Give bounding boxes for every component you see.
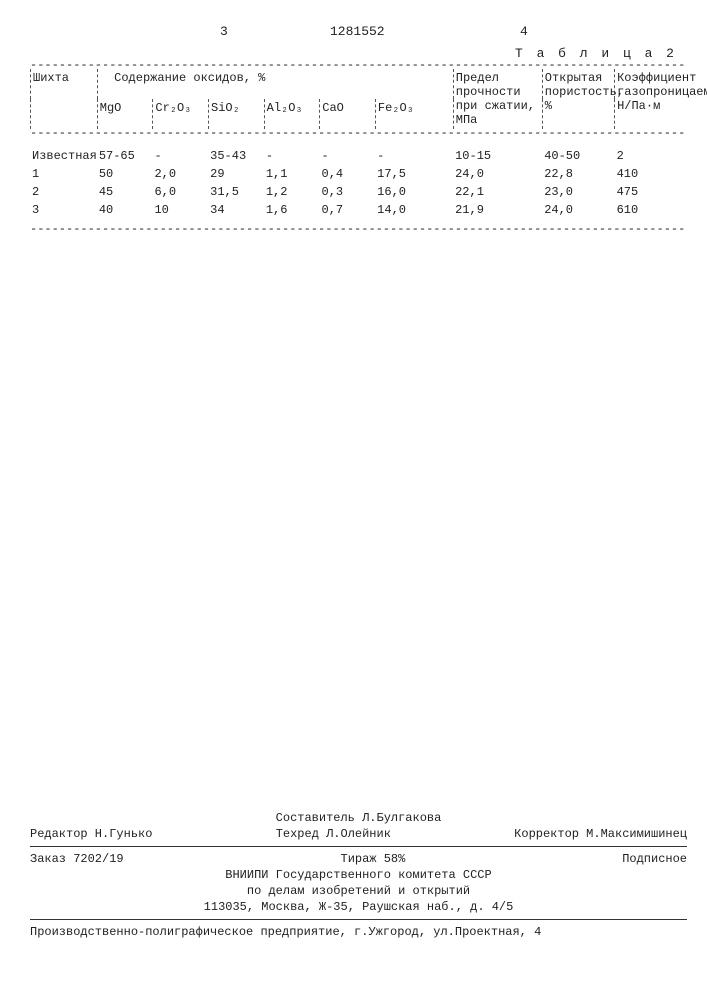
cell: 0,3: [320, 183, 376, 201]
row-label: Известная: [30, 147, 97, 165]
cell: 22,8: [542, 165, 614, 183]
cell: 22,1: [453, 183, 542, 201]
cell: 1,1: [264, 165, 320, 183]
cell: 50: [97, 165, 153, 183]
editor: Редактор Н.Гунько: [30, 826, 152, 842]
oxides-group-label: Содержание оксидов, %: [114, 71, 265, 85]
cell: 29: [208, 165, 264, 183]
col-strength: Предел прочности при сжатии, МПа: [453, 69, 542, 129]
page-num-right: 4: [520, 24, 528, 39]
col-al2o3: Al₂O₃: [264, 99, 320, 129]
cell: 10-15: [453, 147, 542, 165]
corrector: Корректор М.Максимишинец: [514, 826, 687, 842]
cell: 23,0: [542, 183, 614, 201]
col-fe2o3: Fe₂O₃: [375, 99, 453, 129]
cell: 35-43: [208, 147, 264, 165]
data-table: Шихта Содержание оксидов, % Предел прочн…: [30, 69, 687, 129]
tech: Техред Л.Олейник: [276, 826, 391, 842]
printer: Производственно-полиграфическое предприя…: [30, 924, 687, 940]
row-label: 2: [30, 183, 97, 201]
col-permeability: Коэффициент газопроницаемости, Н/Па·м: [615, 69, 687, 129]
cell: -: [264, 147, 320, 165]
col-shihta: Шихта: [31, 69, 98, 129]
compiler: Составитель Л.Булгакова: [30, 810, 687, 826]
order: Заказ 7202/19: [30, 851, 124, 867]
col-sio2: SiO₂: [209, 99, 265, 129]
row-label: 1: [30, 165, 97, 183]
row-label: 3: [30, 201, 97, 219]
col-porosity: Открытая пористость, %: [542, 69, 614, 129]
cell: 410: [615, 165, 687, 183]
table-row: 1502,0291,10,417,524,022,8410: [30, 165, 687, 183]
cell: 17,5: [375, 165, 453, 183]
cell: 10: [152, 201, 208, 219]
cell: 475: [615, 183, 687, 201]
rule-top: ----------------------------------------…: [30, 61, 687, 69]
cell: 21,9: [453, 201, 542, 219]
cell: 40-50: [542, 147, 614, 165]
rule-mid: ----------------------------------------…: [30, 129, 687, 137]
cell: 6,0: [152, 183, 208, 201]
table-caption: Т а б л и ц а 2: [30, 46, 687, 61]
cell: 14,0: [375, 201, 453, 219]
cell: 16,0: [375, 183, 453, 201]
patent-number: 1281552: [330, 24, 385, 39]
cell: 31,5: [208, 183, 264, 201]
cell: 610: [615, 201, 687, 219]
cell: -: [320, 147, 376, 165]
col-cao: CaO: [320, 99, 376, 129]
cell: 24,0: [453, 165, 542, 183]
org1: ВНИИПИ Государственного комитета СССР: [30, 867, 687, 883]
cell: 2: [615, 147, 687, 165]
sign: Подписное: [622, 851, 687, 867]
cell: 34: [208, 201, 264, 219]
col-group-oxides: Содержание оксидов, %: [97, 69, 453, 99]
imprint-block: Составитель Л.Булгакова Редактор Н.Гуньк…: [30, 810, 687, 940]
cell: 0,4: [320, 165, 376, 183]
cell: 1,6: [264, 201, 320, 219]
tirazh: Тираж 58%: [341, 851, 406, 867]
cell: 45: [97, 183, 153, 201]
cell: -: [375, 147, 453, 165]
rule-bottom: ----------------------------------------…: [30, 225, 687, 233]
cell: -: [152, 147, 208, 165]
data-table-body: Известная57-65-35-43---10-1540-5021502,0…: [30, 147, 687, 219]
addr: 113035, Москва, Ж-35, Раушская наб., д. …: [30, 899, 687, 915]
cell: 2,0: [152, 165, 208, 183]
cell: 0,7: [320, 201, 376, 219]
cell: 1,2: [264, 183, 320, 201]
col-mgo: MgO: [97, 99, 153, 129]
cell: 24,0: [542, 201, 614, 219]
org2: по делам изобретений и открытий: [30, 883, 687, 899]
cell: 57-65: [97, 147, 153, 165]
col-cr2o3: Cr₂O₃: [153, 99, 209, 129]
cell: 40: [97, 201, 153, 219]
page-num-left: 3: [220, 24, 228, 39]
table-row: 2456,031,51,20,316,022,123,0475: [30, 183, 687, 201]
table-row: 34010341,60,714,021,924,0610: [30, 201, 687, 219]
table-row: Известная57-65-35-43---10-1540-502: [30, 147, 687, 165]
